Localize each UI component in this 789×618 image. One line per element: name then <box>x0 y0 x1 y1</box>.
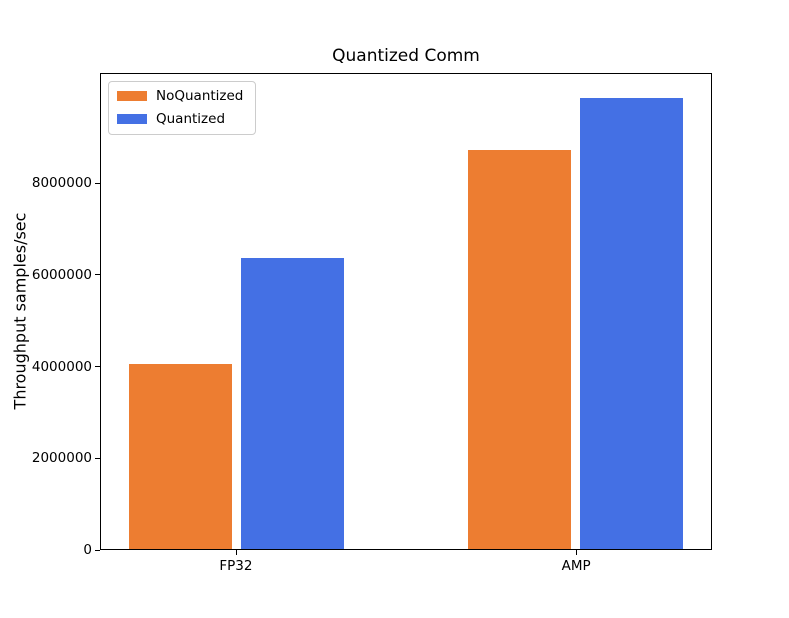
bar-noquantized-amp <box>468 150 572 549</box>
bar-quantized-fp32 <box>240 257 344 549</box>
y-tick-label: 0 <box>83 542 92 558</box>
plot-area: NoQuantized Quantized <box>100 73 712 550</box>
y-tick-label: 2000000 <box>31 450 92 467</box>
x-tick-mark <box>235 550 237 555</box>
y-tick-label: 8000000 <box>31 175 92 192</box>
y-tick-label: 6000000 <box>31 266 92 283</box>
y-tick-mark <box>95 549 100 551</box>
bars-layer <box>101 74 711 549</box>
y-tick-mark <box>95 366 100 367</box>
legend-label: Quantized <box>156 111 226 127</box>
legend-item-quantized: Quantized <box>117 111 243 127</box>
x-tick-label: FP32 <box>219 558 253 574</box>
legend-swatch-icon <box>117 91 147 101</box>
legend-label: NoQuantized <box>156 88 244 104</box>
y-tick-label: 4000000 <box>31 358 92 375</box>
legend-item-noquantized: NoQuantized <box>117 88 243 104</box>
y-tick-mark <box>95 274 100 276</box>
legend-swatch-icon <box>117 114 147 124</box>
y-axis-label: Throughput samples/sec <box>10 212 30 410</box>
x-tick-label: AMP <box>561 558 591 574</box>
bar-noquantized-fp32 <box>128 364 232 549</box>
x-tick-mark <box>576 550 578 555</box>
y-tick-mark <box>95 182 100 184</box>
chart-title: Quantized Comm <box>332 46 480 66</box>
y-tick-mark <box>95 457 100 459</box>
legend: NoQuantized Quantized <box>108 81 257 135</box>
bar-quantized-amp <box>580 98 684 549</box>
